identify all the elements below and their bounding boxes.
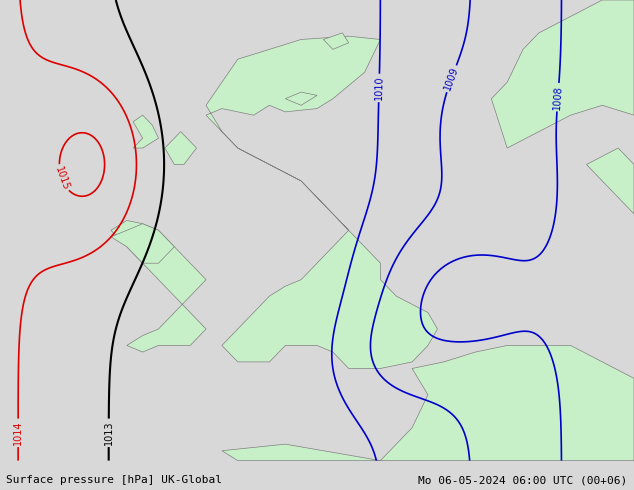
Text: Surface pressure [hPa] UK-Global: Surface pressure [hPa] UK-Global <box>6 475 223 485</box>
Polygon shape <box>491 0 634 148</box>
Polygon shape <box>206 36 437 368</box>
Text: 1008: 1008 <box>552 85 564 110</box>
Text: Mo 06-05-2024 06:00 UTC (00+06): Mo 06-05-2024 06:00 UTC (00+06) <box>418 475 628 485</box>
Polygon shape <box>222 345 634 461</box>
Polygon shape <box>586 148 634 214</box>
Polygon shape <box>323 33 349 49</box>
Polygon shape <box>111 224 174 263</box>
Polygon shape <box>111 220 206 352</box>
Text: 1009: 1009 <box>443 66 460 92</box>
Text: 1010: 1010 <box>373 75 384 100</box>
Polygon shape <box>285 92 317 105</box>
Polygon shape <box>133 115 158 148</box>
Text: 1015: 1015 <box>53 165 70 192</box>
Text: 1014: 1014 <box>13 420 23 445</box>
Polygon shape <box>165 132 197 165</box>
Text: 1013: 1013 <box>104 420 113 445</box>
